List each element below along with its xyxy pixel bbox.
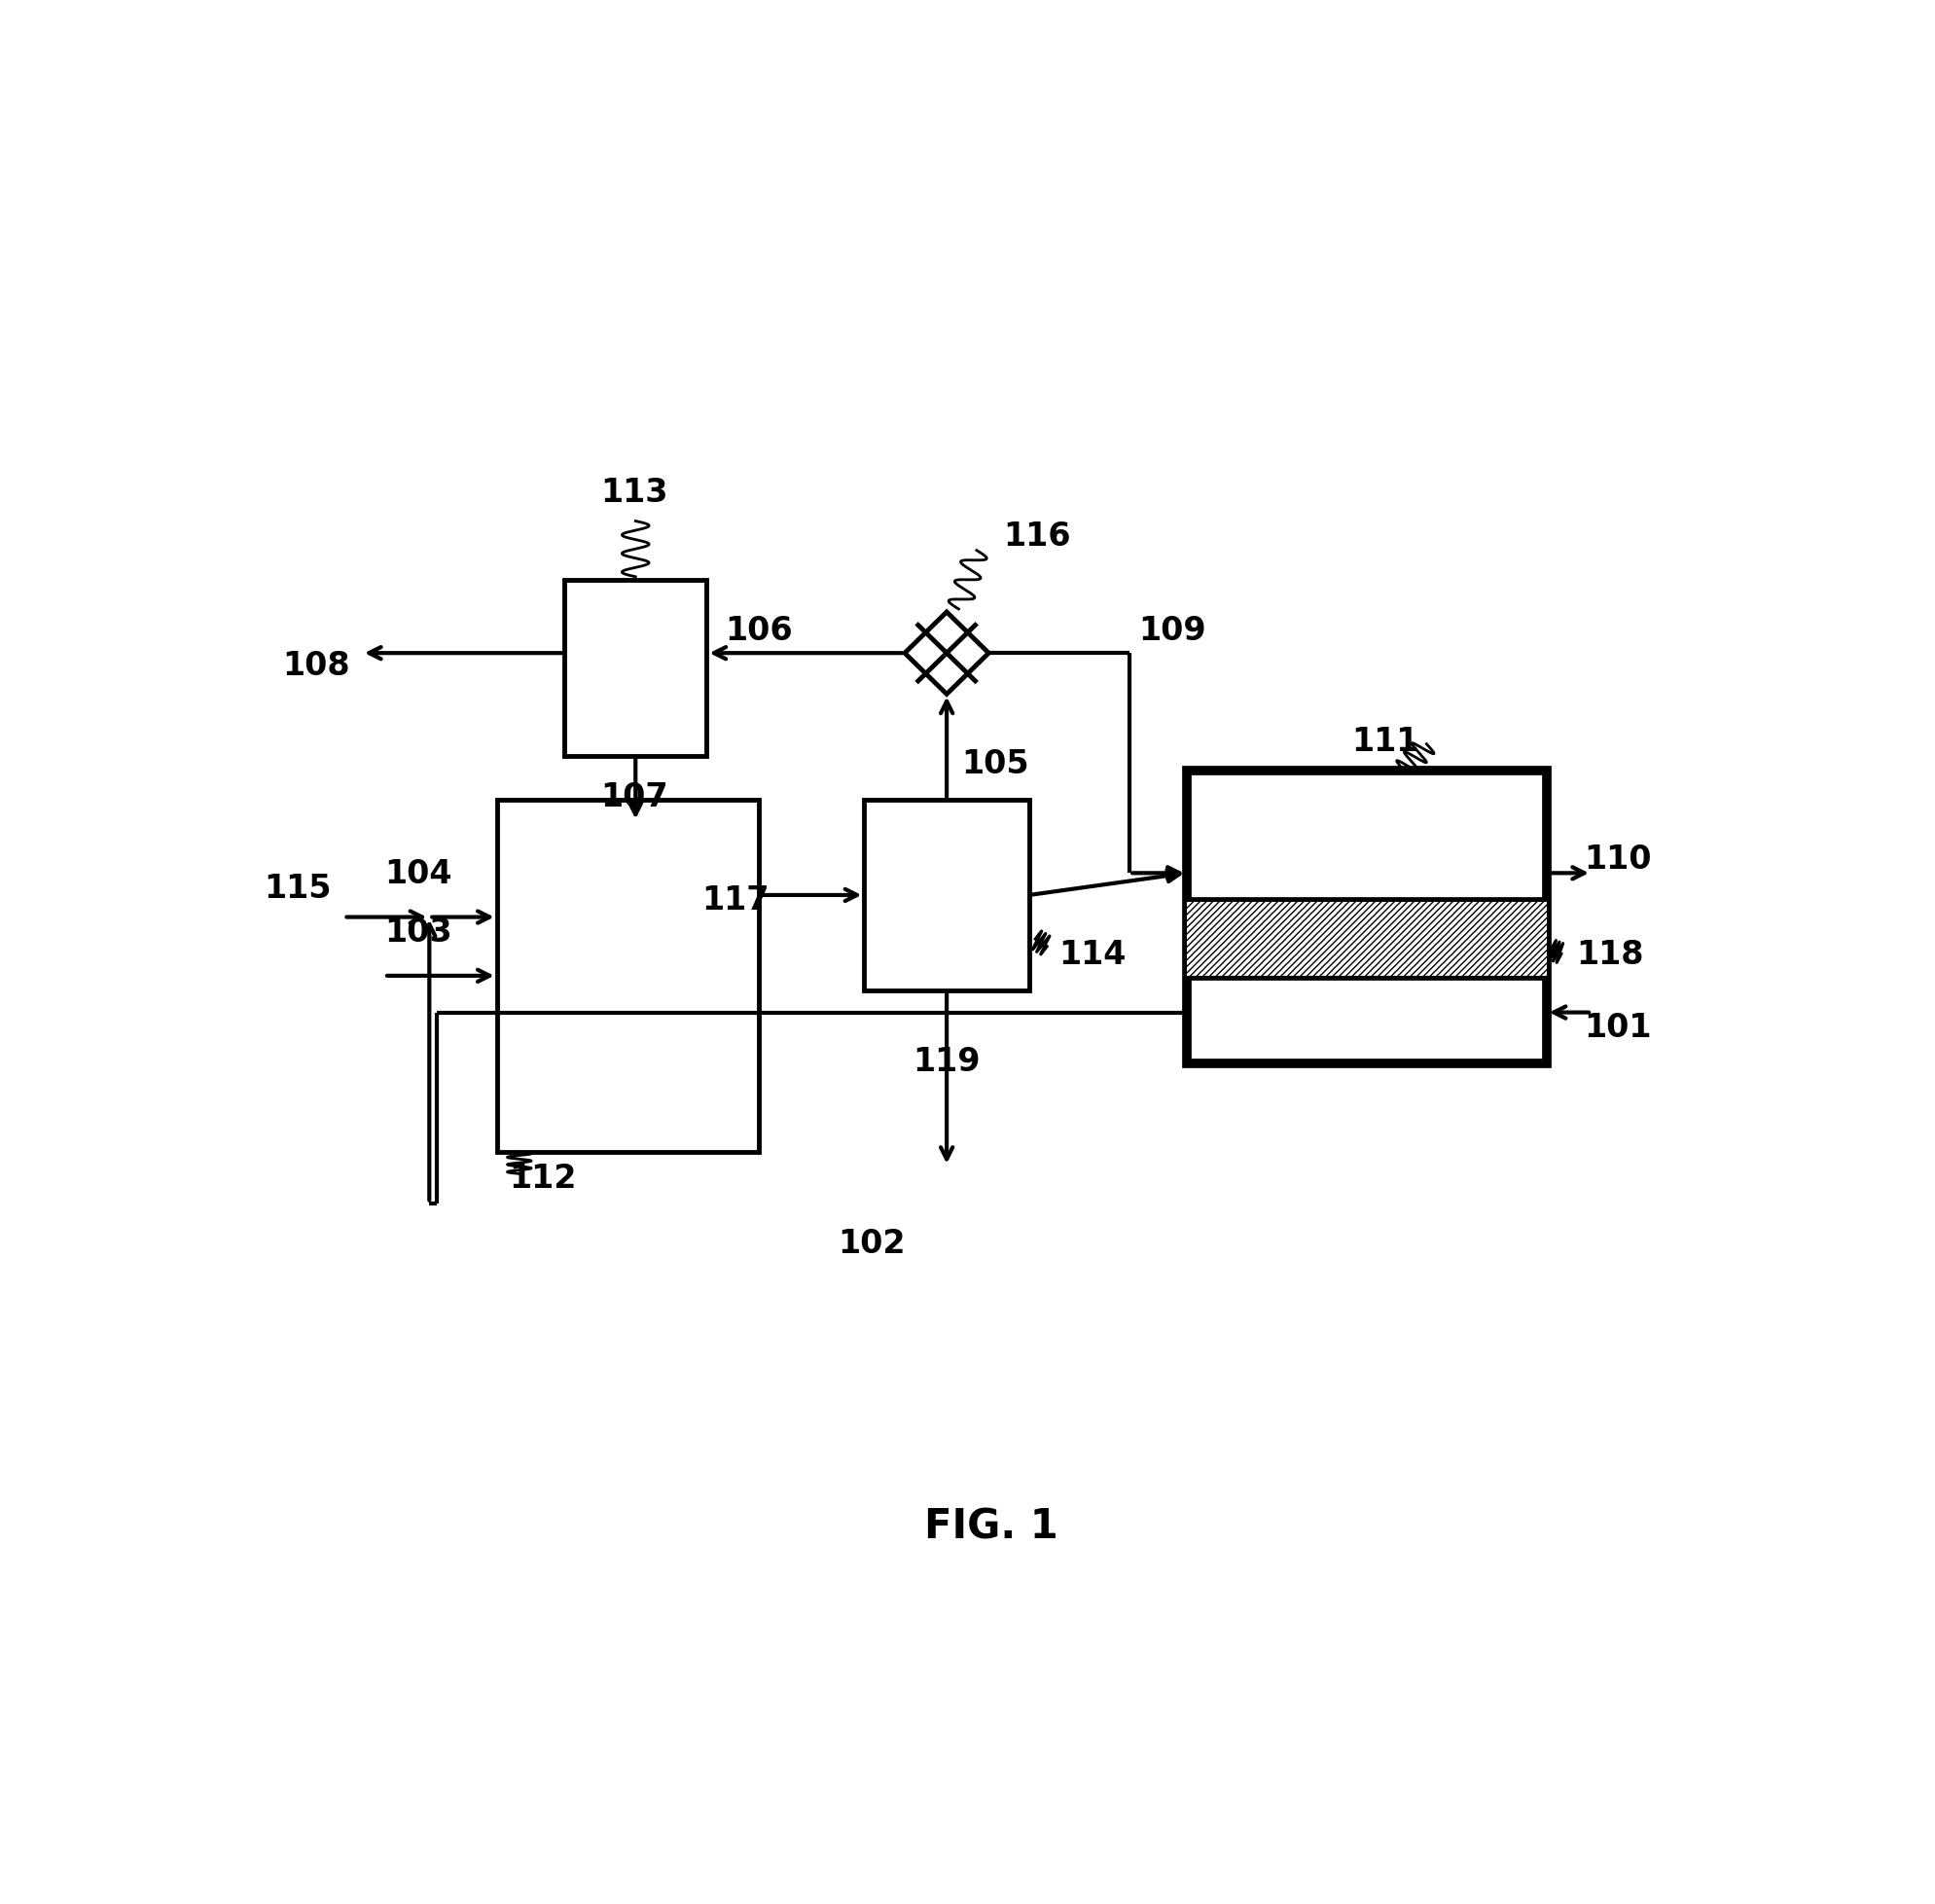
- Text: 105: 105: [962, 748, 1029, 779]
- Text: 119: 119: [913, 1045, 981, 1078]
- Text: 110: 110: [1585, 843, 1652, 876]
- Text: 115: 115: [265, 872, 333, 904]
- Text: 117: 117: [702, 883, 770, 916]
- Bar: [1186, 771, 1546, 1064]
- Text: 101: 101: [1585, 1011, 1652, 1043]
- Text: 118: 118: [1577, 939, 1645, 971]
- Text: FIG. 1: FIG. 1: [925, 1506, 1058, 1546]
- Text: 102: 102: [838, 1226, 906, 1259]
- Text: 114: 114: [1058, 939, 1126, 971]
- Bar: [865, 800, 1029, 990]
- Polygon shape: [906, 613, 989, 695]
- Bar: [497, 800, 759, 1152]
- Text: 106: 106: [726, 615, 793, 645]
- Text: 113: 113: [602, 476, 670, 508]
- Text: 104: 104: [385, 857, 451, 889]
- Bar: [565, 581, 706, 756]
- Text: 116: 116: [1004, 520, 1072, 552]
- Text: 109: 109: [1138, 615, 1206, 645]
- Text: 107: 107: [602, 781, 670, 813]
- Text: 108: 108: [283, 649, 350, 682]
- Text: 103: 103: [383, 916, 451, 948]
- Bar: [1186, 902, 1546, 977]
- Text: 112: 112: [509, 1163, 577, 1194]
- Text: 111: 111: [1351, 725, 1418, 758]
